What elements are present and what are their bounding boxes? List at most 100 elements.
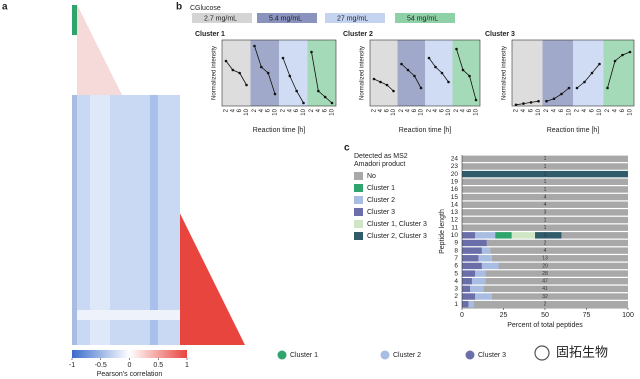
- legend-label: Cluster 1, Cluster 3: [367, 221, 427, 228]
- x-tick-label: 10: [446, 108, 452, 115]
- legend-title: Amadori product: [354, 161, 405, 168]
- data-point: [317, 89, 320, 93]
- x-tick-label: 6: [323, 108, 329, 112]
- legend-title: Detected as MS2: [354, 153, 408, 160]
- bar-segment: [462, 278, 472, 285]
- data-point: [598, 62, 601, 66]
- y-tick-label: 19: [451, 178, 459, 185]
- bar-segment: [462, 193, 628, 201]
- row-count-label: 13: [542, 256, 548, 262]
- bar-segment: [471, 278, 486, 285]
- series-line: [225, 60, 247, 86]
- x-tick-label: 4: [552, 108, 558, 112]
- data-point: [406, 68, 410, 72]
- data-point: [628, 50, 632, 54]
- x-tick-label: 6: [620, 108, 626, 112]
- x-tick-label: 4: [521, 108, 527, 112]
- y-tick-label: 14: [451, 201, 459, 208]
- bar-segment: [485, 270, 628, 277]
- data-point: [266, 71, 270, 75]
- data-point: [514, 103, 518, 107]
- y-tick-label: 15: [451, 194, 459, 201]
- row-count-label: 4: [544, 194, 547, 200]
- group-band: [370, 40, 398, 106]
- x-tick-label: 4: [461, 108, 467, 112]
- y-axis-label: Normalized intensity: [212, 46, 218, 100]
- bar-segment: [462, 209, 628, 216]
- group-band: [279, 40, 308, 106]
- bar-segment: [462, 224, 628, 231]
- y-tick-label: 20: [451, 171, 459, 178]
- bar-segment: [486, 239, 628, 247]
- x-tick-label: 6: [237, 108, 243, 112]
- panel-title: Cluster 1: [195, 31, 225, 38]
- legend-label: 2.7 mg/mL: [204, 15, 237, 22]
- data-point: [567, 86, 571, 90]
- x-tick-label: 6: [412, 108, 418, 112]
- data-point: [552, 97, 556, 101]
- legend-label: 54 mg/mL: [407, 15, 438, 22]
- watermark: 固拓生物: [534, 344, 608, 361]
- x-tick-label: 10: [244, 108, 250, 115]
- series-line: [515, 100, 539, 106]
- row-count-label: 32: [542, 294, 548, 300]
- bar-segment: [470, 285, 484, 293]
- x-tick-label: 4: [378, 108, 384, 112]
- bar-segment: [491, 255, 628, 262]
- x-tick-label: 2: [605, 108, 611, 112]
- x-axis-label: Reaction time [h]: [253, 127, 306, 134]
- y-tick-label: 13: [451, 209, 459, 216]
- group-band: [512, 40, 543, 106]
- series-line: [373, 78, 394, 92]
- legend-label: Cluster 2: [393, 352, 421, 359]
- row-count-label: 41: [542, 286, 548, 292]
- x-tick-label: 4: [230, 108, 236, 112]
- x-tick-label: 6: [294, 108, 300, 112]
- x-axis-label: Reaction time [h]: [547, 127, 600, 134]
- group-band: [425, 40, 453, 106]
- data-point: [224, 59, 228, 63]
- data-point: [613, 59, 617, 63]
- group-band: [307, 40, 336, 106]
- x-tick-label: 75: [583, 312, 591, 319]
- row-count-label: 47: [542, 279, 548, 285]
- data-point: [245, 83, 248, 87]
- bar-segment: [462, 170, 628, 178]
- series-line: [428, 57, 449, 83]
- data-point: [461, 68, 465, 72]
- data-point: [590, 71, 594, 75]
- legend-swatch: [354, 232, 363, 240]
- plot-frame: [369, 39, 481, 107]
- data-point: [455, 47, 458, 51]
- bar-segment: [462, 163, 628, 170]
- y-tick-label: 2: [454, 293, 458, 300]
- data-point: [560, 92, 563, 96]
- bar-segment: [481, 247, 491, 254]
- legend-swatch: [354, 184, 363, 192]
- data-point: [419, 86, 423, 90]
- y-tick-label: 12: [451, 217, 459, 224]
- data-point: [440, 71, 444, 75]
- legend-marker: [277, 350, 287, 360]
- x-tick-label: 25: [500, 312, 508, 319]
- plot-frame: [511, 39, 635, 107]
- bar-segment: [475, 232, 496, 239]
- x-tick-label: 2: [309, 108, 315, 112]
- x-tick-label: 10: [628, 108, 634, 115]
- row-count-label: 3: [544, 210, 547, 216]
- x-tick-label: 10: [419, 108, 425, 115]
- panel-title: Cluster 2: [343, 31, 373, 38]
- data-point: [238, 71, 241, 75]
- legend-title: CGlucose: [190, 5, 221, 12]
- x-tick-label: 2: [372, 108, 378, 112]
- legend-label: 27 mg/mL: [337, 15, 368, 22]
- data-point: [621, 53, 624, 57]
- data-point: [537, 99, 540, 103]
- legend-swatch: [257, 13, 317, 23]
- colorbar-label: Pearson's correlation: [97, 371, 163, 378]
- heatmap-block: [90, 95, 110, 345]
- colorbar: [72, 350, 187, 358]
- heatmap-strip: [72, 5, 77, 35]
- row-count-label: 2: [544, 302, 547, 308]
- bar-segment: [561, 232, 628, 239]
